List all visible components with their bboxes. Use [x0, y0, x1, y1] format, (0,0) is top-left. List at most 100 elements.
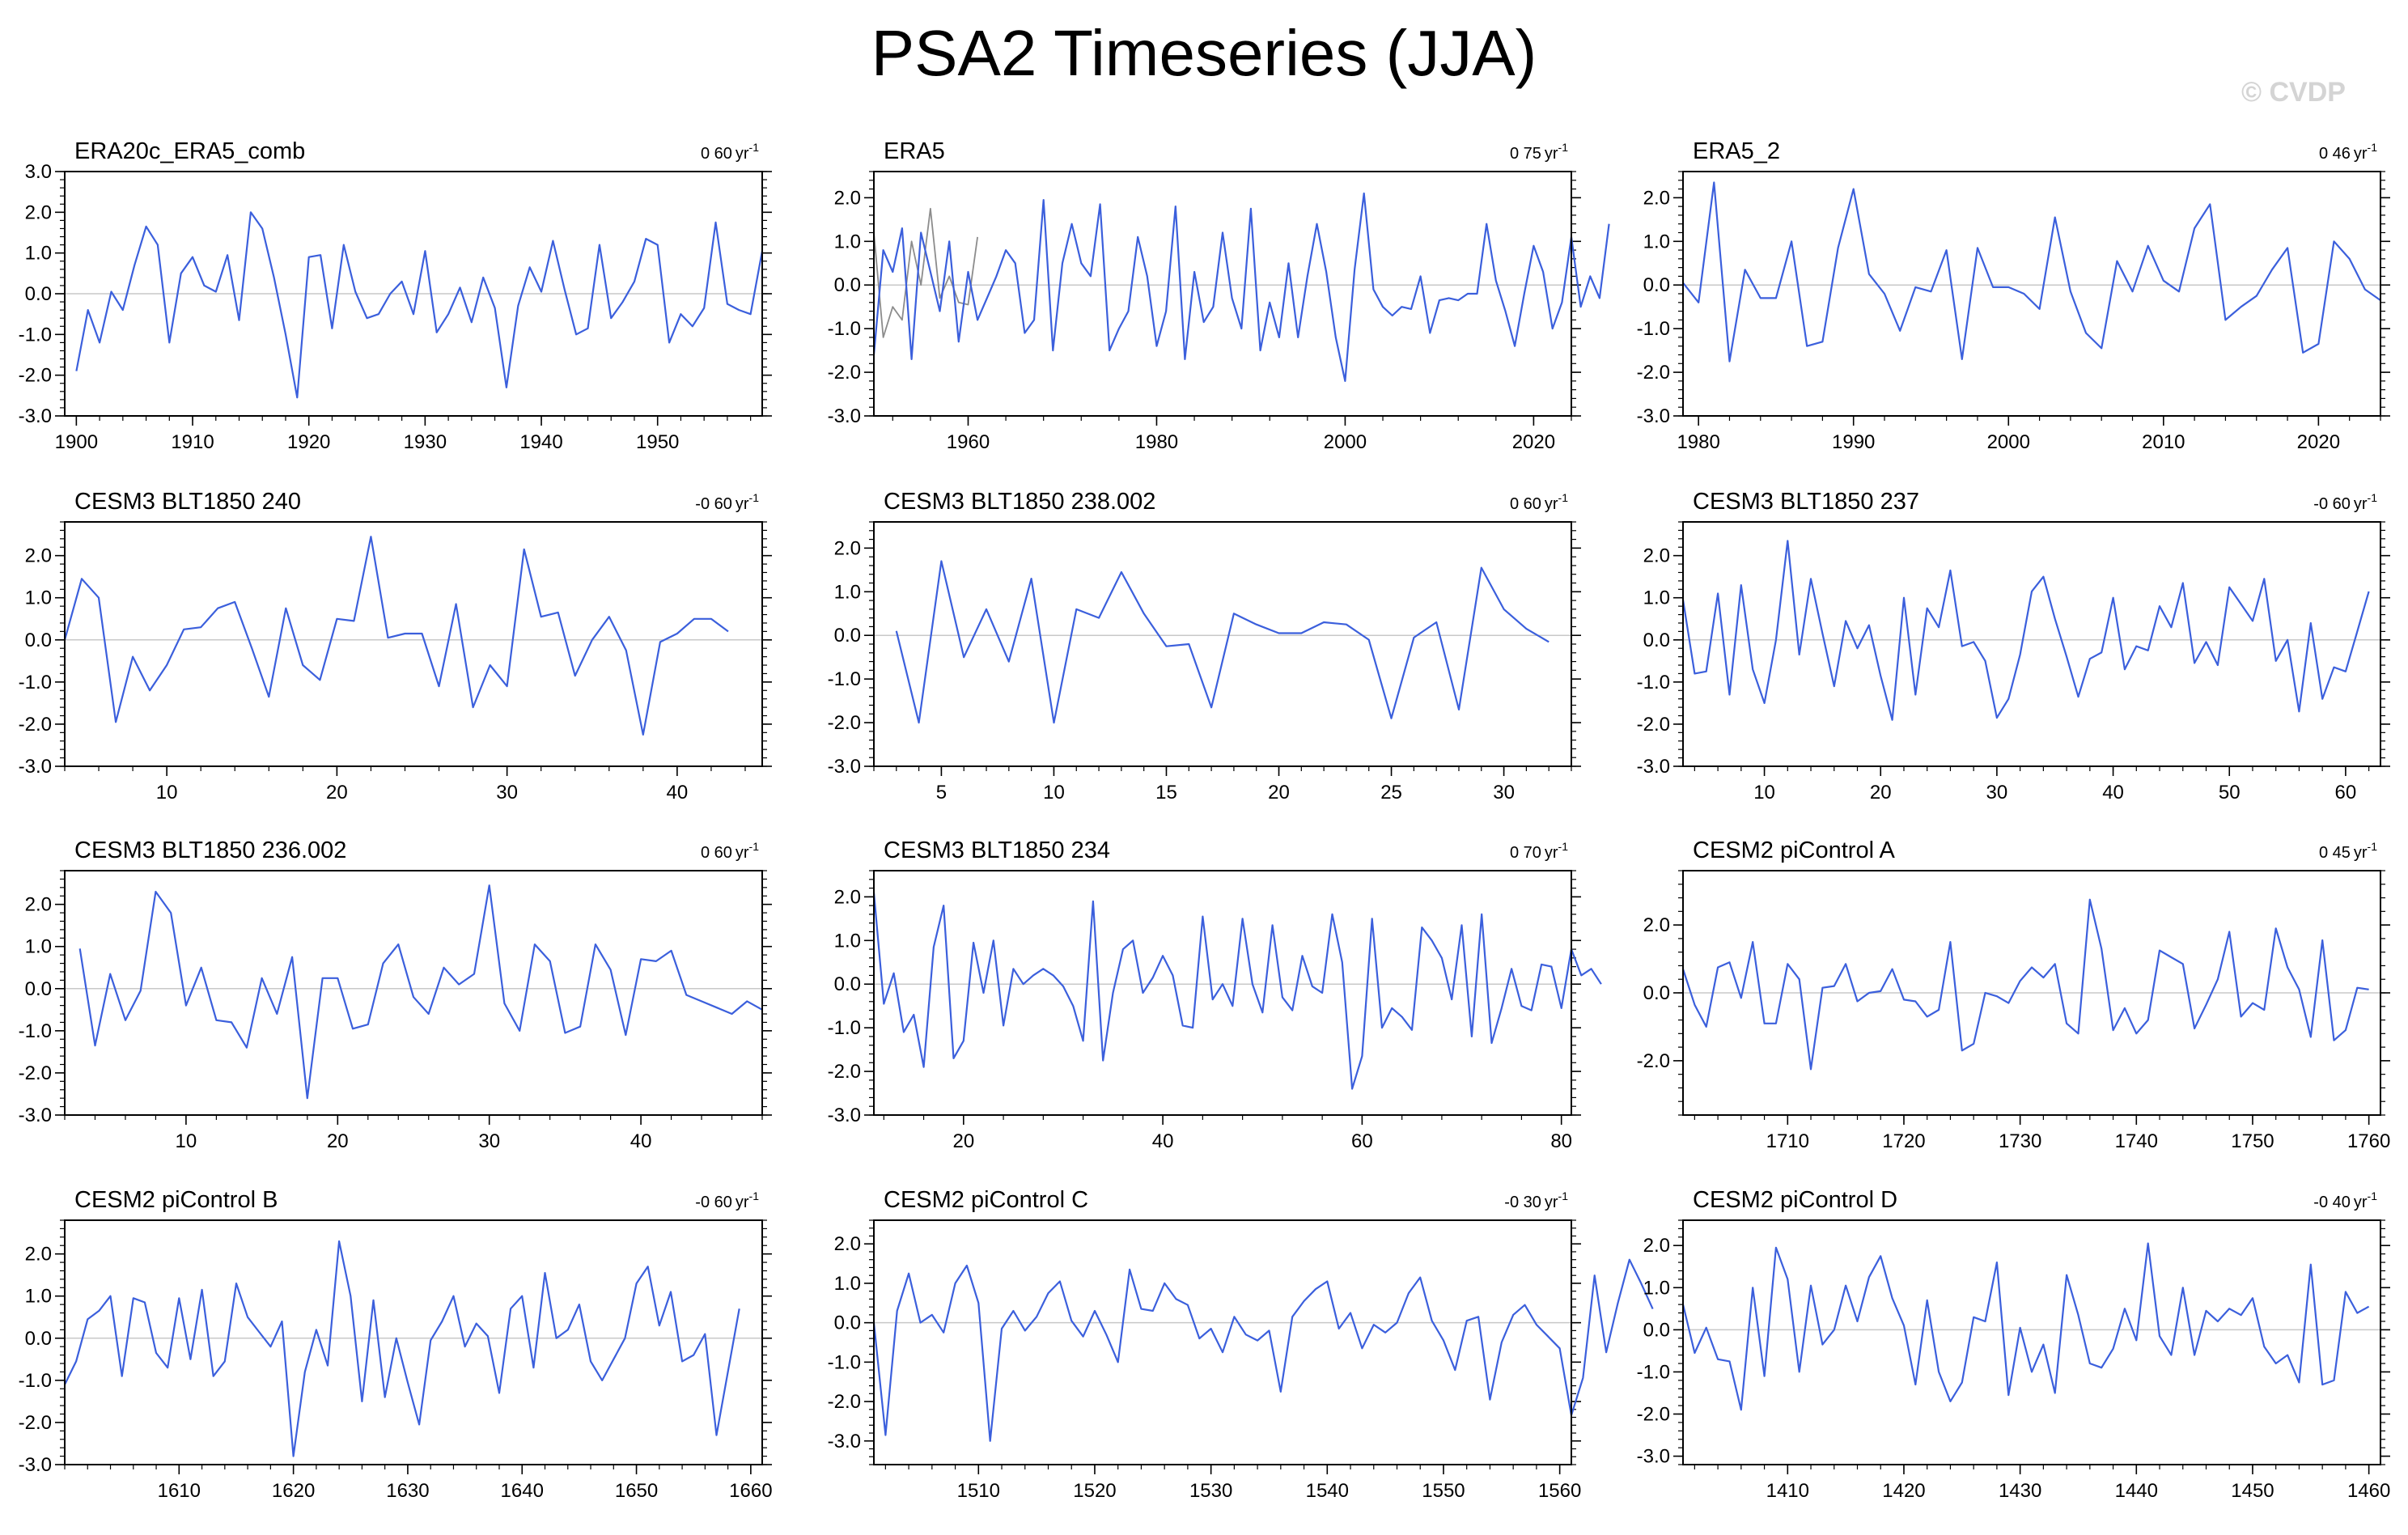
y-tick-label: -3.0	[828, 405, 861, 427]
trend-exponent: -1	[1558, 840, 1569, 853]
trend-value: 0 60	[1510, 495, 1541, 513]
trend-unit: yr	[1545, 145, 1558, 163]
trend-exponent: -1	[749, 840, 760, 853]
y-tick-label: -1.0	[19, 1020, 52, 1042]
panel-title: CESM2 piControl D	[1693, 1187, 1897, 1213]
x-tick-label: 20	[327, 1130, 349, 1152]
y-tick-label: -3.0	[1637, 756, 1670, 778]
y-tick-label: 2.0	[834, 187, 861, 209]
chart-panel-2: ERA5 0 75 yr-1 -3.0 -2.0 -1.0 0.0 1.0 2.0 1960 198…	[828, 138, 1610, 453]
panel-title: CESM2 piControl A	[1693, 837, 1895, 863]
x-tick-label: 15	[1155, 782, 1177, 804]
x-tick-label: 1710	[1766, 1130, 1809, 1152]
y-tick-label: 2.0	[25, 201, 52, 223]
y-tick-label: 2.0	[25, 1244, 52, 1266]
y-tick-label: 0.0	[25, 630, 52, 651]
x-tick-label: 1900	[55, 431, 98, 453]
y-tick-label: 1.0	[834, 231, 861, 252]
y-tick-label: -2.0	[19, 714, 52, 736]
y-tick-label: -3.0	[1637, 1446, 1670, 1468]
y-tick-label: 0.0	[834, 274, 861, 296]
plot-frame	[873, 521, 1572, 767]
trend-exponent: -1	[1558, 1189, 1569, 1202]
x-tick-label: 20	[1870, 782, 1892, 804]
chart-panel-5: CESM3 BLT1850 238.002 0 60 yr-1 -3.0 -2.0 -1.…	[828, 489, 1581, 804]
y-tick-label: 1.0	[25, 587, 52, 609]
y-tick-label: 2.0	[834, 886, 861, 908]
y-tick-label: 2.0	[834, 1233, 861, 1255]
y-tick-label: 1.0	[25, 243, 52, 265]
trend-unit: yr	[1545, 1194, 1558, 1211]
trend-label: 0 46 yr-1	[2319, 141, 2377, 163]
x-tick-label: 1980	[1135, 431, 1178, 453]
y-tick-label: 1.0	[1643, 231, 1670, 252]
series-line-1	[895, 560, 1550, 724]
chart-panel-11: CESM2 piControl C -0 30 yr-1 -3.0 -2.0 -1.0 0.…	[828, 1187, 1654, 1502]
y-tick-label: -2.0	[19, 1062, 52, 1084]
trend-label: 0 60 yr-1	[701, 141, 759, 163]
y-tick-label: -1.0	[828, 318, 861, 340]
trend-value: 0 70	[1510, 844, 1541, 862]
y-tick-label: -3.0	[19, 405, 52, 427]
y-tick-label: -3.0	[19, 1454, 52, 1476]
x-tick-label: 40	[667, 782, 689, 804]
trend-unit: yr	[2354, 1194, 2368, 1211]
series-line-1	[75, 211, 764, 399]
x-tick-label: 1530	[1189, 1480, 1232, 1502]
y-tick-label: -1.0	[19, 324, 52, 346]
y-tick-label: 3.0	[25, 161, 52, 183]
y-tick-label: -3.0	[1637, 405, 1670, 427]
y-tick-label: 1.0	[834, 581, 861, 603]
trend-value: 0 46	[2319, 145, 2351, 163]
y-tick-label: 1.0	[1643, 587, 1670, 609]
plot-frame	[1682, 171, 2381, 417]
trend-unit: yr	[1545, 495, 1558, 513]
x-tick-label: 1660	[729, 1480, 772, 1502]
x-tick-label: 1420	[1882, 1480, 1925, 1502]
x-tick-label: 25	[1380, 782, 1402, 804]
trend-label: -0 40 yr-1	[2313, 1189, 2377, 1211]
y-tick-label: 0.0	[1643, 630, 1670, 651]
y-tick-label: -1.0	[828, 668, 861, 690]
series-line-1	[1681, 1242, 2370, 1411]
x-tick-label: 1750	[2231, 1130, 2274, 1152]
y-tick-label: -1.0	[19, 1370, 52, 1392]
panel-title: ERA5	[884, 138, 945, 164]
trend-exponent: -1	[2368, 1189, 2378, 1202]
y-tick-label: 0.0	[25, 283, 52, 305]
trend-value: 0 60	[701, 844, 732, 862]
y-tick-label: 2.0	[25, 894, 52, 916]
y-tick-label: 2.0	[25, 545, 52, 567]
trend-label: -0 60 yr-1	[2313, 491, 2377, 513]
trend-unit: yr	[736, 145, 749, 163]
page-title: PSA2 Timeseries (JJA)	[871, 17, 1537, 89]
y-tick-label: -1.0	[1637, 672, 1670, 693]
x-tick-label: 1990	[1832, 431, 1875, 453]
x-tick-label: 20	[952, 1130, 974, 1152]
plot-frame	[873, 1219, 1572, 1465]
y-tick-label: -1.0	[828, 1351, 861, 1373]
y-tick-label: -2.0	[828, 1061, 861, 1083]
trend-label: 0 45 yr-1	[2319, 840, 2377, 862]
x-tick-label: 1760	[2347, 1130, 2390, 1152]
x-tick-label: 30	[1986, 782, 2008, 804]
chart-panel-3: ERA5_2 0 46 yr-1 -3.0 -2.0 -1.0 0.0 1.0 2.0 1980 1…	[1637, 138, 2390, 453]
trend-exponent: -1	[749, 491, 760, 504]
y-tick-label: 1.0	[25, 1286, 52, 1308]
series-line-1	[1681, 540, 2370, 721]
y-tick-label: 1.0	[1643, 1277, 1670, 1299]
y-tick-label: -2.0	[1637, 1404, 1670, 1426]
y-tick-label: 2.0	[1643, 1235, 1670, 1257]
y-tick-label: 0.0	[25, 978, 52, 1000]
x-tick-label: 1930	[404, 431, 447, 453]
series-line-1	[1681, 898, 2369, 1071]
trend-label: 0 60 yr-1	[701, 840, 759, 862]
y-tick-label: -3.0	[828, 1431, 861, 1452]
panel-title: CESM3 BLT1850 236.002	[74, 837, 346, 863]
y-tick-label: 1.0	[834, 1273, 861, 1295]
x-tick-label: 1950	[636, 431, 679, 453]
trend-unit: yr	[2354, 844, 2368, 862]
x-tick-label: 1650	[615, 1480, 658, 1502]
x-tick-label: 1450	[2231, 1480, 2274, 1502]
